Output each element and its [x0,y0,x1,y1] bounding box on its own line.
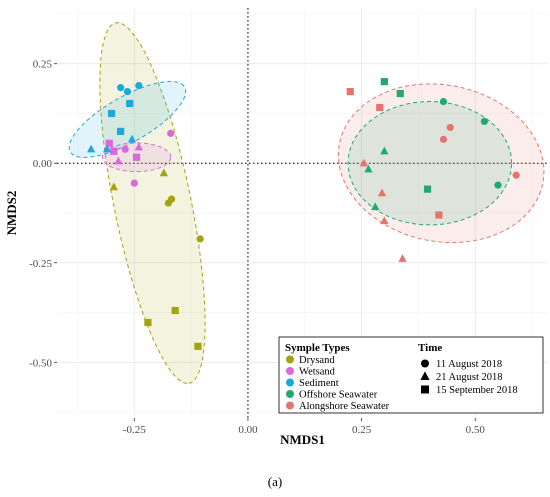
legend: Symple Types Time DrysandWetsandSediment… [278,336,544,414]
y-tick-label: 0.25 [33,59,53,71]
legend-label-sediment: Sediment [299,378,339,389]
data-point [380,146,389,155]
data-point [377,188,387,197]
data-point [107,109,116,118]
data-point [494,181,502,189]
legend-swatch-alongshore-seawater [286,401,294,410]
data-point [396,89,404,98]
legend-label-wetsand: Wetsand [299,367,336,378]
data-point [439,135,448,143]
reference-lines [57,8,548,418]
data-point [127,134,137,143]
data-point [359,158,369,167]
data-point [126,99,134,108]
data-point [446,123,454,132]
data-point [135,82,143,90]
legend-swatch-offshore-seawater [286,390,294,398]
data-point [117,127,125,135]
data-point [167,195,176,203]
data-point [130,179,138,187]
data-point [117,84,125,92]
legend-swatch-sediment [286,378,294,387]
data-point [480,117,488,126]
data-point [167,129,175,137]
x-tick-label: 0.00 [238,424,258,436]
data-point [123,87,132,96]
y-tick-label: -0.50 [29,357,52,369]
ellipse-drysand [99,22,206,384]
data-point [102,144,112,153]
data-point [371,202,380,211]
data-point [196,235,204,243]
data-point [380,216,389,225]
data-points [86,78,520,350]
panel-label: (a) [268,474,282,489]
legend-label-alongshore-seawater: Alongshore Seawater [299,401,390,412]
ellipse-sediment [68,81,187,158]
legend-square-icon [421,385,429,394]
legend-label-offshore-seawater: Offshore Seawater [299,390,378,401]
data-point [398,254,407,262]
data-point [376,103,384,112]
data-point [134,142,143,151]
data-point [364,164,373,173]
data-point [144,318,152,327]
legend-time-label: 11 August 2018 [436,359,502,370]
y-tick-label: -0.25 [29,258,52,270]
x-tick-label: -0.25 [123,424,146,436]
axes: -0.25 0.00 0.25 0.50 -0.50 -0.25 0.00 0.25 [29,59,485,436]
legend-sample-types-title: Symple Types [285,342,350,354]
grid [57,8,548,418]
data-point [121,145,129,153]
legend-label-drysand: Drysand [299,355,335,366]
data-point [435,211,443,219]
data-point [439,97,448,106]
data-point [171,306,179,315]
data-point [512,171,520,179]
data-point [159,168,168,177]
legend-swatch-drysand [286,355,294,364]
data-point [380,78,388,86]
data-point [114,156,123,165]
legend-time-title: Time [418,342,442,354]
data-point [423,185,432,193]
x-tick-label: 0.25 [352,424,372,436]
legend-box [278,336,544,414]
legend-circle-icon [421,359,429,368]
y-tick-label: 0.00 [33,158,53,170]
x-axis-title: NMDS1 [280,432,325,447]
x-tick-label: 0.50 [466,424,486,436]
confidence-ellipses [68,22,545,384]
legend-time-label: 21 August 2018 [436,372,503,383]
data-point [132,153,141,161]
legend-time-items: 11 August 2018 21 August 2018 15 September… [420,359,518,396]
data-point [110,147,118,155]
legend-triangle-icon [420,371,430,380]
data-point [346,87,354,96]
data-point [86,144,96,153]
data-point [109,182,118,191]
y-axis-title: NMDS2 [4,191,19,236]
data-point [105,139,113,147]
legend-time-label: 15 September 2018 [436,385,518,396]
ellipse-offshore-seawater [347,100,513,226]
data-point [194,342,202,350]
legend-swatch-wetsand [286,367,294,375]
